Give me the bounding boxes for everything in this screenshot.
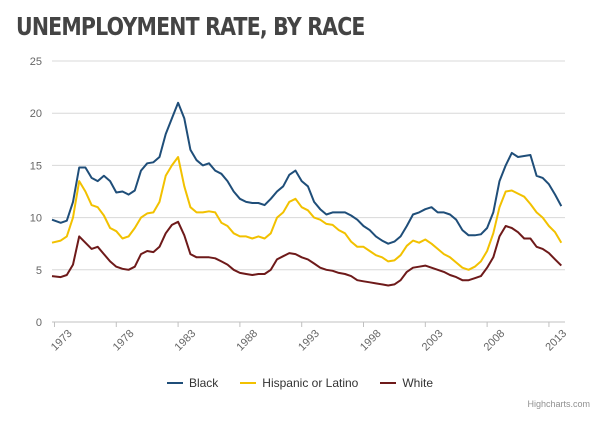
legend-swatch — [166, 382, 183, 384]
x-tick-label: 1978 — [111, 328, 137, 354]
series-line-hispanic-or-latino[interactable] — [51, 156, 563, 271]
legend: Black Hispanic or Latino White — [0, 376, 600, 390]
x-tick-label: 1973 — [49, 328, 75, 354]
y-tick-label: 10 — [30, 213, 42, 225]
x-tick-label: 1993 — [296, 328, 322, 354]
x-tick-label: 1983 — [173, 328, 199, 354]
x-tick-label: 2013 — [543, 328, 569, 354]
legend-item-hispanic[interactable]: Hispanic or Latino — [240, 376, 358, 390]
legend-label: Black — [188, 376, 219, 390]
x-tick-label: 2003 — [420, 328, 446, 354]
y-tick-label: 5 — [36, 265, 42, 277]
chart-title: UNEMPLOYMENT RATE, BY RACE — [16, 12, 365, 41]
series-line-white[interactable] — [51, 220, 563, 287]
y-tick-label: 15 — [30, 160, 42, 172]
y-tick-label: 0 — [36, 317, 42, 329]
y-tick-label: 20 — [30, 108, 42, 120]
legend-swatch — [380, 382, 397, 384]
credits-link[interactable]: Highcharts.com — [527, 399, 590, 409]
legend-item-black[interactable]: Black — [166, 376, 219, 390]
y-axis-ticks: 0 5 10 15 20 25 — [30, 56, 42, 329]
series-line-black[interactable] — [51, 101, 563, 245]
series-lines — [51, 101, 563, 287]
gridlines — [52, 60, 565, 323]
legend-label: Hispanic or Latino — [262, 376, 359, 390]
y-tick-label: 25 — [30, 56, 42, 68]
legend-label: White — [402, 376, 434, 390]
legend-item-white[interactable]: White — [380, 376, 433, 390]
x-tick-label: 1988 — [234, 328, 260, 354]
x-tick-label: 2008 — [482, 328, 508, 354]
x-axis-ticks: 1973 1978 1983 1988 1993 1998 2003 2008 2013 — [49, 322, 569, 353]
legend-swatch — [240, 382, 257, 384]
x-tick-label: 1998 — [358, 328, 384, 354]
